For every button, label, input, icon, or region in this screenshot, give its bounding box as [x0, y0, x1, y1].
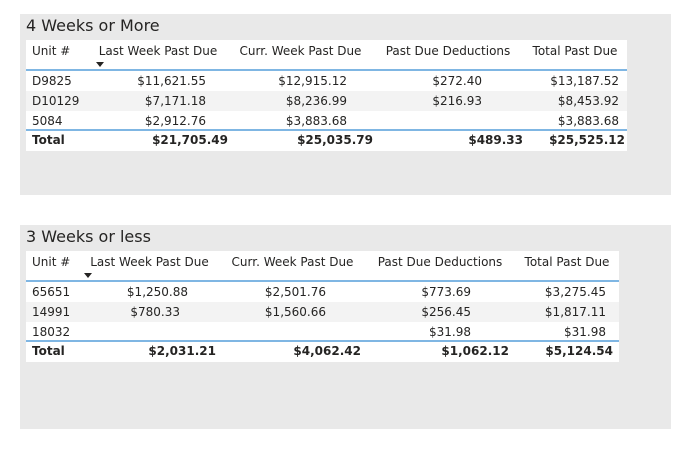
column-header-curr-week-past-due[interactable]: Curr. Week Past Due: [239, 44, 362, 58]
cell-last-week-past-due: [79, 322, 220, 340]
totals-label: Total: [32, 344, 65, 358]
totals-row: Total $21,705.49 $25,035.79 $489.33 $25,…: [26, 131, 627, 151]
total-total-past-due: $25,525.12: [549, 133, 625, 147]
table-row[interactable]: D10129 $7,171.18 $8,236.99 $216.93 $8,45…: [26, 91, 627, 111]
totals-row: Total $2,031.21 $4,062.42 $1,062.12 $5,1…: [26, 342, 619, 362]
sort-descending-icon: [96, 62, 104, 67]
column-header-row: Unit # Last Week Past Due Curr. Week Pas…: [26, 40, 627, 71]
matrix-visual-3-weeks-or-less[interactable]: 3 Weeks or less Unit # Last Week Past Du…: [20, 225, 671, 429]
table-row[interactable]: 14991 $780.33 $1,560.66 $256.45 $1,817.1…: [26, 302, 619, 322]
table-row[interactable]: D9825 $11,621.55 $12,915.12 $272.40 $13,…: [26, 71, 627, 91]
cell-total-past-due: $8,453.92: [557, 94, 619, 108]
cell-curr-week-past-due: $3,883.68: [285, 114, 347, 128]
visual-title: 3 Weeks or less: [26, 227, 151, 246]
total-past-due-deductions: $1,062.12: [441, 344, 509, 358]
cell-curr-week-past-due: [220, 322, 365, 340]
cell-unit: D10129: [32, 94, 80, 108]
cell-past-due-deductions: $216.93: [432, 94, 482, 108]
column-header-past-due-deductions[interactable]: Past Due Deductions: [377, 255, 503, 269]
cell-total-past-due: $1,817.11: [544, 305, 606, 319]
column-header-unit[interactable]: Unit #: [32, 255, 71, 269]
table-row[interactable]: 5084 $2,912.76 $3,883.68 $3,883.68: [26, 111, 627, 131]
cell-past-due-deductions: $272.40: [432, 74, 482, 88]
cell-last-week-past-due: $11,621.55: [137, 74, 206, 88]
matrix-table: Unit # Last Week Past Due Curr. Week Pas…: [26, 251, 619, 362]
column-header-row: Unit # Last Week Past Due Curr. Week Pas…: [26, 251, 619, 282]
cell-unit: 14991: [32, 305, 71, 319]
cell-last-week-past-due: $7,171.18: [144, 94, 206, 108]
total-past-due-deductions: $489.33: [468, 133, 523, 147]
cell-last-week-past-due: $2,912.76: [144, 114, 206, 128]
cell-total-past-due: $3,275.45: [544, 285, 606, 299]
cell-unit: D9825: [32, 74, 72, 88]
cell-curr-week-past-due: $2,501.76: [264, 285, 326, 299]
column-header-curr-week-past-due[interactable]: Curr. Week Past Due: [231, 255, 354, 269]
cell-curr-week-past-due: $8,236.99: [285, 94, 347, 108]
cell-past-due-deductions: $31.98: [429, 325, 471, 339]
cell-total-past-due: $13,187.52: [550, 74, 619, 88]
total-last-week-past-due: $21,705.49: [152, 133, 228, 147]
matrix-table: Unit # Last Week Past Due Curr. Week Pas…: [26, 40, 627, 151]
column-header-label: Last Week Past Due: [90, 255, 209, 269]
column-header-last-week-past-due[interactable]: Last Week Past Due: [79, 251, 220, 280]
cell-past-due-deductions: $256.45: [421, 305, 471, 319]
cell-total-past-due: $31.98: [564, 325, 606, 339]
column-header-unit[interactable]: Unit #: [32, 44, 71, 58]
table-row[interactable]: 65651 $1,250.88 $2,501.76 $773.69 $3,275…: [26, 282, 619, 302]
total-last-week-past-due: $2,031.21: [148, 344, 216, 358]
total-total-past-due: $5,124.54: [545, 344, 613, 358]
visual-title: 4 Weeks or More: [26, 16, 160, 35]
matrix-visual-4-weeks-or-more[interactable]: 4 Weeks or More Unit # Last Week Past Du…: [20, 14, 671, 195]
cell-curr-week-past-due: $12,915.12: [278, 74, 347, 88]
cell-last-week-past-due: $1,250.88: [126, 285, 188, 299]
cell-unit: 65651: [32, 285, 71, 299]
totals-label: Total: [32, 133, 65, 147]
total-curr-week-past-due: $4,062.42: [293, 344, 361, 358]
cell-unit: 18032: [32, 325, 71, 339]
total-curr-week-past-due: $25,035.79: [297, 133, 373, 147]
sort-descending-icon: [84, 273, 92, 278]
cell-curr-week-past-due: $1,560.66: [264, 305, 326, 319]
column-header-total-past-due[interactable]: Total Past Due: [532, 44, 618, 58]
cell-total-past-due: $3,883.68: [557, 114, 619, 128]
cell-past-due-deductions: [373, 111, 523, 129]
table-row[interactable]: 18032 $31.98 $31.98: [26, 322, 619, 342]
column-header-last-week-past-due[interactable]: Last Week Past Due: [88, 40, 228, 69]
cell-last-week-past-due: $780.33: [130, 305, 180, 319]
cell-unit: 5084: [32, 114, 63, 128]
column-header-past-due-deductions[interactable]: Past Due Deductions: [385, 44, 511, 58]
column-header-label: Last Week Past Due: [98, 44, 218, 58]
cell-past-due-deductions: $773.69: [421, 285, 471, 299]
column-header-total-past-due[interactable]: Total Past Due: [524, 255, 610, 269]
